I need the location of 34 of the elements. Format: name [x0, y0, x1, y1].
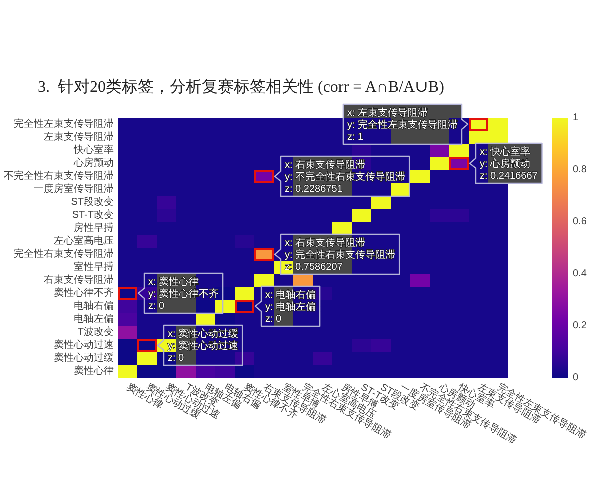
- y-tick-label: ST段改变: [71, 196, 114, 208]
- annotation: x: 右束支传导阻滞 y: 完全性右束支传导阻滞 z: 0.7586207: [285, 237, 396, 273]
- y-tick-label: 房性早搏: [74, 222, 114, 234]
- y-tick-label: 一度房室传导阻滞: [34, 183, 114, 195]
- y-tick-label: 窦性心律: [74, 365, 114, 377]
- annotation: x: 右束支传导阻滞 y: 不完全性右束支传导阻滞 z: 0.2286751: [285, 159, 406, 195]
- color-bar-label: 0.4: [573, 268, 588, 280]
- y-tick-label: 快心室率: [73, 144, 114, 156]
- y-tick-label: 心房颤动: [73, 157, 114, 169]
- annotation: x: 窦性心动过缓 y: 窦性心动过速 z: 0: [168, 328, 239, 364]
- annotation: x: 电轴右偏 y: 电轴左偏 z: 0: [266, 289, 316, 325]
- y-tick-label: 完全性右束支传导阻滞: [14, 248, 114, 260]
- y-tick-label: 室性早搏: [74, 261, 114, 273]
- color-bar-label: 0.6: [573, 216, 588, 228]
- y-tick-label: 左心室高电压: [54, 235, 114, 247]
- y-tick-label: 电轴左偏: [74, 313, 114, 325]
- color-bar-label: 0: [573, 372, 579, 384]
- y-tick-label: 完全性左束支传导阻滞: [14, 118, 114, 130]
- y-tick-label: ST-T改变: [72, 209, 114, 221]
- color-bar-label: 0.2: [573, 320, 588, 332]
- annotation: x: 左束支传导阻滞 y: 完全性左束支传导阻滞 z: 1: [347, 107, 458, 143]
- y-tick-label: 左束支传导阻滞: [44, 131, 114, 143]
- y-tick-label: 电轴右偏: [74, 300, 114, 312]
- annotation: x: 窦性心律 y: 窦性心律不齐 z: 0: [148, 276, 220, 312]
- color-bar-label: 1: [573, 112, 579, 124]
- chart-title: 3. 针对20类标签，分析复赛标签相关性 (corr = A∩B/A∪B): [38, 78, 444, 96]
- y-tick-label: 右束支传导阻滞: [44, 274, 114, 286]
- y-tick-label: T波改变: [78, 326, 114, 338]
- y-tick-label: 窦性心律不齐: [54, 287, 114, 299]
- y-tick-label: 窦性心动过速: [54, 339, 114, 351]
- color-bar-label: 0.8: [573, 164, 588, 176]
- annotation: x: 快心室率 y: 心房颤动 z: 0.2416667: [480, 146, 538, 182]
- y-tick-label: 不完全性右束支传导阻滞: [4, 170, 114, 182]
- y-tick-label: 窦性心动过缓: [54, 352, 114, 364]
